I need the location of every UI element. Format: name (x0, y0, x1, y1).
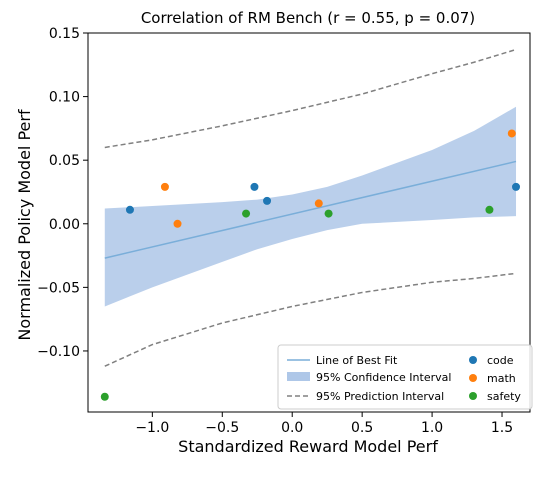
data-point-safety (324, 209, 333, 218)
best-fit-line (104, 160, 517, 259)
data-point-code (512, 182, 521, 191)
data-point-code (125, 205, 134, 214)
data-point-math (173, 219, 182, 228)
legend-frame (277, 344, 533, 410)
y-tick-label: 0.00 (49, 217, 80, 233)
x-tick-label: 0.0 (281, 420, 303, 436)
axes: −1.0 −0.5 0.0 0.5 1.0 1.5 0.15 0.10 0.05 0.00 −0.0… (37, 26, 531, 436)
y-tick-label: 0.05 (49, 153, 80, 169)
confidence-band (104, 106, 517, 307)
data-point-safety (485, 205, 494, 214)
legend-math-swatch (469, 374, 477, 382)
y-tick-label: −0.10 (37, 344, 80, 360)
legend-code-swatch (469, 356, 477, 364)
legend-pi-label: 95% Prediction Interval (316, 390, 444, 403)
legend-math-label: math (487, 372, 516, 385)
legend-fit-label: Line of Best Fit (316, 354, 398, 367)
y-tick-label: 0.15 (49, 26, 80, 42)
x-tick-label: 1.0 (421, 420, 443, 436)
y-axis-label: Normalized Policy Model Perf (15, 109, 34, 341)
data-point-safety (100, 392, 109, 401)
data-point-math (314, 199, 323, 208)
y-tick-label: 0.10 (49, 90, 80, 106)
y-tick-label: −0.05 (37, 280, 80, 296)
prediction-upper-line (104, 48, 517, 149)
legend-safety-swatch (469, 392, 477, 400)
data-point-code (250, 182, 259, 191)
data-point-safety (242, 209, 251, 218)
x-tick-label: 1.5 (491, 420, 513, 436)
data-point-code (263, 196, 272, 205)
data-point-math (160, 182, 169, 191)
data-point-math (507, 129, 516, 138)
plot-area (100, 48, 521, 401)
legend-ci-swatch (287, 372, 310, 381)
axes-frame (87, 32, 531, 413)
legend: Line of Best Fit 95% Confidence Interval… (277, 344, 533, 410)
x-tick-label: −0.5 (205, 420, 239, 436)
prediction-lower-line (104, 272, 517, 367)
x-tick-label: −1.0 (135, 420, 169, 436)
legend-safety-label: safety (487, 390, 521, 403)
x-axis-label: Standardized Reward Model Perf (178, 437, 438, 456)
chart-title: Correlation of RM Bench (r = 0.55, p = 0… (141, 9, 475, 27)
legend-code-label: code (487, 354, 514, 367)
legend-ci-label: 95% Confidence Interval (316, 371, 451, 384)
x-tick-label: 0.5 (351, 420, 373, 436)
